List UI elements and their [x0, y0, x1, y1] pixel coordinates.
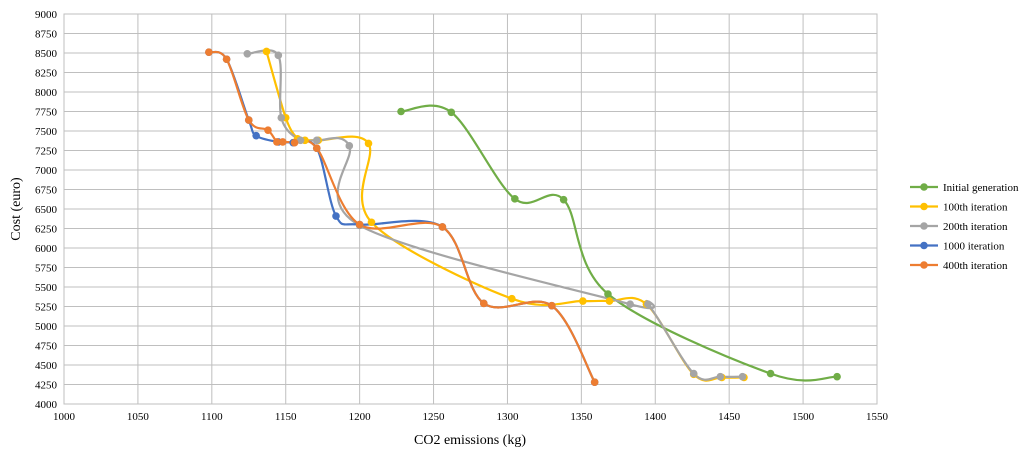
y-tick-label: 8750	[35, 29, 58, 41]
y-axis-title: Cost (euro)	[9, 177, 24, 241]
x-tick-label: 1350	[570, 411, 593, 423]
data-point-200th-iteration	[277, 113, 286, 122]
x-tick-label: 1300	[496, 411, 519, 423]
y-tick-label: 5750	[35, 263, 58, 275]
legend-swatch-marker	[920, 222, 928, 230]
data-point-initial-generation	[766, 369, 775, 378]
data-point-400th-iteration	[273, 138, 281, 146]
data-point-initial-generation	[604, 290, 612, 298]
legend-swatch-marker	[920, 241, 928, 250]
x-axis-title: CO2 emissions (kg)	[414, 433, 526, 448]
data-point-1000-iteration	[252, 131, 260, 140]
y-tick-labels: 4000 4250 4500 4750 5000 5250 5500 5750 6000 6250…	[35, 9, 58, 411]
legend-item-initial-generation: Initial generation	[910, 182, 1019, 194]
data-point-200th-iteration	[274, 51, 283, 60]
y-tick-label: 7750	[35, 107, 58, 119]
data-point-400th-iteration	[278, 138, 287, 146]
y-tick-label: 9000	[35, 9, 58, 21]
legend-swatch-marker	[920, 202, 928, 211]
data-point-100th-iteration	[364, 139, 373, 148]
y-tick-label: 7250	[35, 146, 58, 158]
legend-item-1000-iteration: 1000 iteration	[910, 241, 1005, 253]
data-point-400th-iteration	[438, 223, 447, 231]
data-point-400th-iteration	[244, 116, 253, 124]
legend-item-400th-iteration: 400th iteration	[910, 260, 1008, 272]
x-tick-label: 1400	[644, 411, 667, 423]
data-point-200th-iteration	[296, 136, 305, 145]
y-tick-label: 4500	[35, 360, 58, 372]
data-point-100th-iteration	[262, 47, 271, 56]
y-tick-label: 5500	[35, 282, 58, 294]
data-point-100th-iteration	[605, 297, 614, 305]
x-tick-label: 1000	[53, 411, 76, 423]
data-point-200th-iteration	[644, 300, 652, 308]
data-point-400th-iteration	[548, 301, 556, 310]
x-tick-label: 1250	[423, 411, 446, 423]
data-point-400th-iteration	[205, 48, 213, 57]
legend-label: 1000 iteration	[943, 241, 1005, 253]
data-point-100th-iteration	[367, 218, 376, 227]
data-point-400th-iteration	[480, 299, 488, 308]
data-point-200th-iteration	[689, 369, 698, 378]
data-point-400th-iteration	[590, 378, 599, 386]
y-tick-label: 5000	[35, 321, 58, 333]
legend-label: 400th iteration	[943, 260, 1008, 272]
data-point-100th-iteration	[508, 294, 516, 303]
legend-swatch-marker	[920, 261, 928, 269]
legend-label: 200th iteration	[943, 221, 1008, 233]
data-point-initial-generation	[511, 195, 519, 203]
data-point-1000-iteration	[332, 212, 340, 220]
plot-border	[63, 13, 878, 405]
data-point-200th-iteration	[312, 136, 321, 145]
data-point-200th-iteration	[738, 372, 747, 381]
data-point-400th-iteration	[290, 138, 299, 147]
data-point-initial-generation	[397, 107, 405, 116]
data-point-200th-iteration	[345, 142, 354, 150]
y-tick-label: 7000	[35, 165, 58, 177]
legend-item-100th-iteration: 100th iteration	[910, 202, 1008, 214]
data-point-400th-iteration	[264, 126, 272, 135]
data-point-initial-generation	[833, 372, 841, 381]
y-tick-label: 6000	[35, 243, 58, 255]
y-tick-label: 6500	[35, 204, 58, 216]
x-tick-label: 1150	[275, 411, 297, 423]
data-point-initial-generation	[559, 195, 568, 204]
legend-swatch-marker	[920, 183, 928, 191]
x-tick-label: 1500	[792, 411, 815, 423]
y-tick-label: 4750	[35, 341, 58, 353]
series-markers	[205, 47, 841, 386]
data-point-200th-iteration	[243, 49, 252, 58]
legend-item-200th-iteration: 200th iteration	[910, 221, 1008, 233]
x-tick-label: 1550	[866, 411, 889, 423]
y-tick-label: 6750	[35, 185, 58, 197]
legend-label: Initial generation	[943, 182, 1019, 194]
data-point-400th-iteration	[222, 55, 231, 64]
data-point-400th-iteration	[312, 144, 321, 152]
x-tick-label: 1050	[127, 411, 150, 423]
y-tick-label: 6250	[35, 224, 58, 236]
x-tick-labels: 1000 1050 1100 1150 1200 1250 1300 1350 1400 1450…	[53, 411, 889, 423]
x-tick-label: 1200	[349, 411, 372, 423]
y-tick-label: 8000	[35, 87, 58, 99]
legend-label: 100th iteration	[943, 202, 1008, 214]
legend: Initial generation 100th iteration 200th i…	[910, 182, 1019, 272]
y-tick-label: 5250	[35, 302, 58, 314]
x-tick-label: 1450	[718, 411, 741, 423]
data-point-400th-iteration	[355, 220, 364, 229]
x-tick-label: 1100	[201, 411, 223, 423]
y-tick-label: 4250	[35, 380, 58, 392]
y-tick-label: 8250	[35, 68, 58, 80]
data-point-200th-iteration	[716, 372, 725, 381]
data-point-200th-iteration	[626, 300, 634, 308]
gridlines	[63, 13, 878, 405]
y-tick-label: 8500	[35, 48, 58, 60]
y-tick-label: 7500	[35, 126, 58, 138]
y-tick-label: 4000	[35, 399, 58, 411]
data-point-100th-iteration	[579, 297, 587, 305]
data-point-initial-generation	[447, 108, 456, 117]
